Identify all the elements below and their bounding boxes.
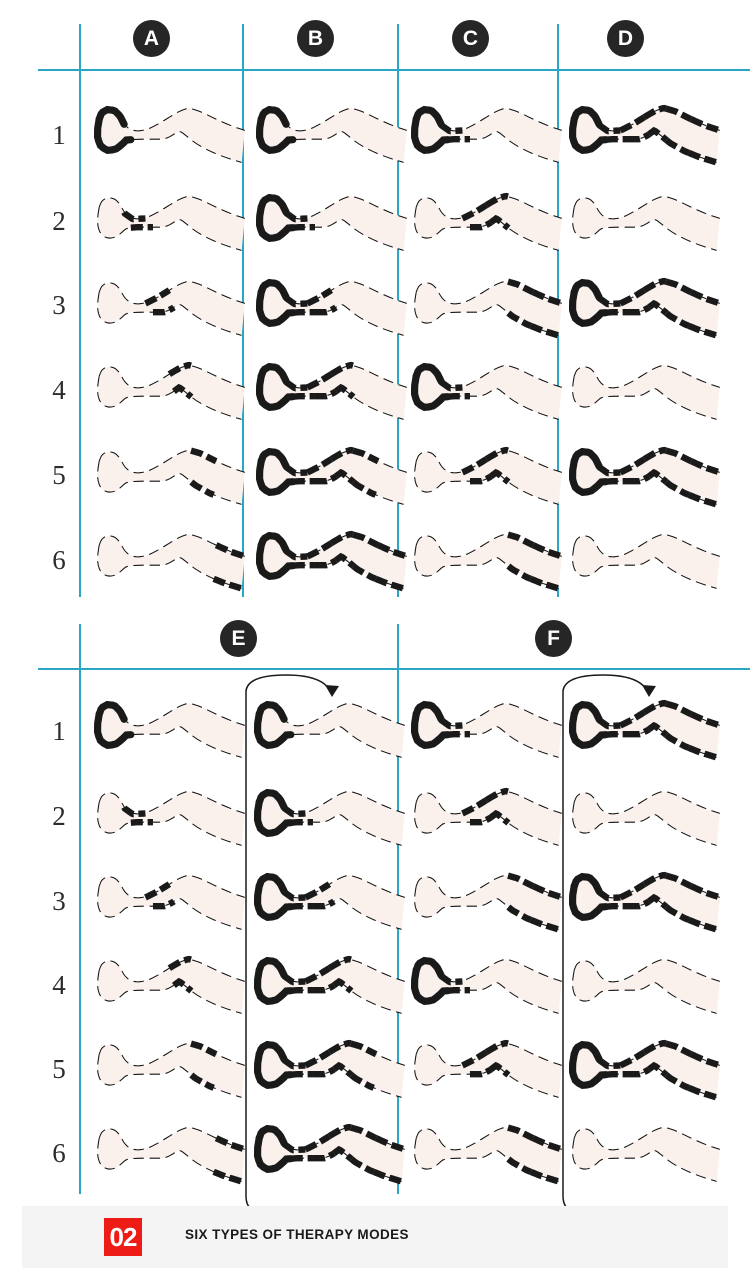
leg-d-row6[interactable] [563,521,723,595]
leg-c-row5[interactable] [405,437,565,511]
leg-d-row5[interactable] [563,437,723,511]
header-divider-ef [38,668,750,670]
leg-c-row4[interactable] [405,352,565,426]
leg-f1-row3[interactable] [405,862,565,936]
leg-f2-row1[interactable] [563,690,723,764]
leg-e2-row4[interactable] [248,946,408,1020]
leg-c-row3[interactable] [405,268,565,342]
leg-e2-row6[interactable] [248,1114,408,1188]
leg-e1-row1[interactable] [88,690,248,764]
leg-e1-row2[interactable] [88,778,248,852]
leg-f2-row4[interactable] [563,946,723,1020]
leg-a-row2[interactable] [88,183,248,257]
leg-b-row4[interactable] [250,352,410,426]
leg-c-row1[interactable] [405,95,565,169]
leg-a-row6[interactable] [88,521,248,595]
leg-e2-row1[interactable] [248,690,408,764]
leg-c-row6[interactable] [405,521,565,595]
section-modes-ef: E F 1 2 3 4 5 6 [0,600,750,1195]
leg-e2-row5[interactable] [248,1030,408,1104]
row-number-6: 6 [52,545,66,575]
leg-b-row3[interactable] [250,268,410,342]
leg-d-row1[interactable] [563,95,723,169]
leg-e1-row5[interactable] [88,1030,248,1104]
column-header-row-abcd: A B C D [0,0,750,70]
leg-f2-row3[interactable] [563,862,723,936]
leg-a-row3[interactable] [88,268,248,342]
row-number-e-4: 4 [52,970,66,1000]
leg-a-row4[interactable] [88,352,248,426]
leg-f1-row4[interactable] [405,946,565,1020]
row-number-5: 5 [52,460,66,490]
column-badge-b[interactable]: B [297,20,334,57]
leg-d-row4[interactable] [563,352,723,426]
column-header-row-ef: E F [0,600,750,670]
leg-e1-row4[interactable] [88,946,248,1020]
leg-f2-row5[interactable] [563,1030,723,1104]
leg-d-row2[interactable] [563,183,723,257]
row-number-3: 3 [52,290,66,320]
leg-e2-row2[interactable] [248,778,408,852]
grid-vline-e-left [79,624,81,1194]
leg-f1-row2[interactable] [405,778,565,852]
leg-e2-row3[interactable] [248,862,408,936]
header-divider-abcd [38,69,750,71]
row-number-e-2: 2 [52,801,66,831]
leg-f1-row6[interactable] [405,1114,565,1188]
footer-bar: 02 SIX TYPES OF THERAPY MODES [22,1206,728,1268]
column-badge-a[interactable]: A [133,20,170,57]
leg-a-row1[interactable] [88,95,248,169]
leg-e1-row3[interactable] [88,862,248,936]
bracket-arrow-e [240,673,380,1223]
leg-e1-row6[interactable] [88,1114,248,1188]
leg-f2-row6[interactable] [563,1114,723,1188]
leg-f2-row2[interactable] [563,778,723,852]
column-badge-c[interactable]: C [452,20,489,57]
leg-b-row2[interactable] [250,183,410,257]
grid-vline-1 [79,24,81,597]
leg-a-row5[interactable] [88,437,248,511]
row-number-e-6: 6 [52,1138,66,1168]
leg-c-row2[interactable] [405,183,565,257]
row-number-2: 2 [52,206,66,236]
column-badge-e[interactable]: E [220,620,257,657]
row-number-4: 4 [52,375,66,405]
leg-b-row6[interactable] [250,521,410,595]
row-number-1: 1 [52,120,66,150]
leg-f1-row1[interactable] [405,690,565,764]
column-badge-f[interactable]: F [535,620,572,657]
row-number-e-1: 1 [52,716,66,746]
leg-b-row1[interactable] [250,95,410,169]
row-number-e-3: 3 [52,886,66,916]
column-badge-d[interactable]: D [607,20,644,57]
leg-b-row5[interactable] [250,437,410,511]
footer-section-number: 02 [104,1218,142,1256]
row-number-e-5: 5 [52,1054,66,1084]
leg-f1-row5[interactable] [405,1030,565,1104]
footer-title: SIX TYPES OF THERAPY MODES [185,1227,409,1242]
leg-d-row3[interactable] [563,268,723,342]
bracket-arrow-f [557,673,697,1223]
